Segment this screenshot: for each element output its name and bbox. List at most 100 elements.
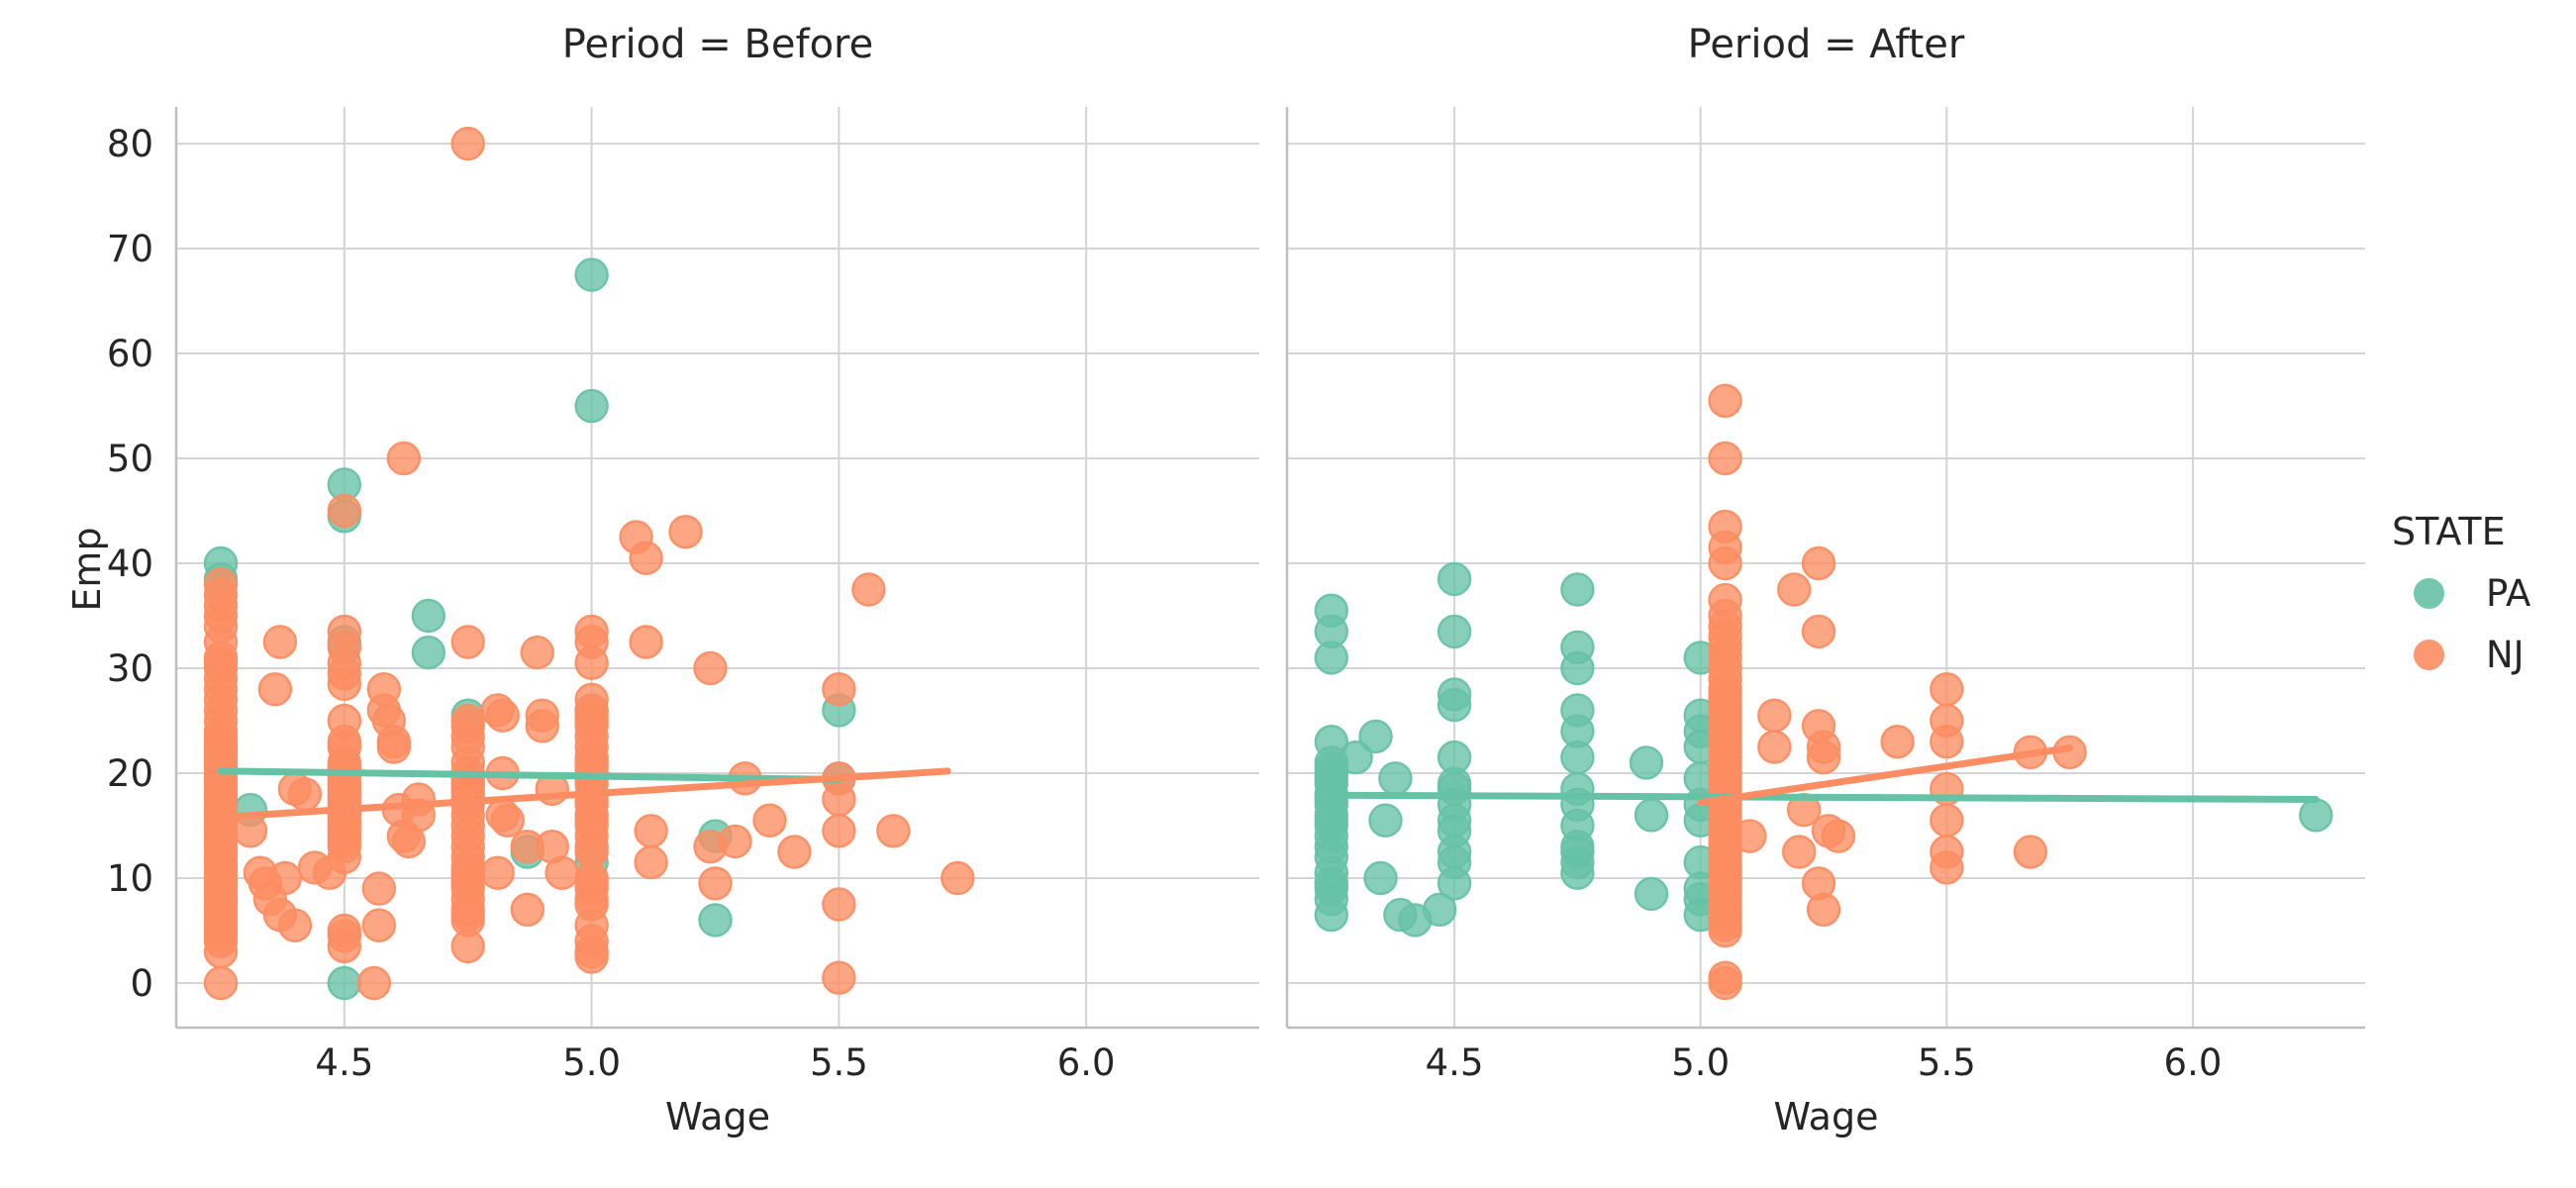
- data-point-pa: [698, 903, 733, 938]
- legend-item-label: PA: [2486, 571, 2531, 615]
- data-point-nj: [545, 855, 579, 890]
- data-point-pa: [1368, 803, 1403, 838]
- data-point-nj: [386, 441, 421, 476]
- data-point-pa: [1314, 725, 1349, 759]
- data-point-nj: [361, 908, 396, 942]
- data-point-nj: [693, 650, 728, 686]
- data-point-nj: [1776, 572, 1812, 607]
- data-point-pa: [2299, 798, 2333, 833]
- data-point-nj: [941, 860, 975, 896]
- data-point-nj: [450, 703, 485, 739]
- facet-title-after: Period = After: [1687, 22, 1965, 67]
- data-point-nj: [480, 855, 515, 890]
- x-axis-label-after: Wage: [1773, 1095, 1879, 1138]
- data-point-nj: [312, 855, 347, 890]
- data-point-pa: [1422, 892, 1457, 927]
- data-point-nj: [634, 844, 668, 880]
- data-point-pa: [1363, 860, 1398, 896]
- data-point-nj: [450, 126, 485, 161]
- data-point-nj: [1708, 441, 1742, 476]
- data-point-nj: [1757, 730, 1792, 764]
- regression-line-nj: [217, 767, 951, 822]
- data-point-nj: [327, 614, 361, 649]
- data-point-pa: [574, 388, 609, 424]
- data-point-nj: [203, 965, 239, 1001]
- x-axis-label-before: Wage: [665, 1095, 770, 1138]
- legend-title: STATE: [2392, 510, 2506, 553]
- data-point-nj: [203, 567, 239, 602]
- data-point-nj: [510, 892, 545, 927]
- data-point-nj: [1806, 892, 1841, 927]
- data-point-nj: [851, 572, 886, 607]
- y-tick-label: 20: [107, 752, 153, 795]
- data-point-pa: [1629, 745, 1664, 780]
- y-tick-label: 0: [130, 962, 153, 1005]
- data-point-pa: [1634, 876, 1669, 912]
- data-point-nj: [233, 814, 268, 848]
- data-point-nj: [668, 515, 703, 549]
- data-point-pa: [1338, 740, 1373, 775]
- y-tick-label: 40: [107, 543, 153, 585]
- pa-marker-icon: [2414, 577, 2444, 609]
- data-point-nj: [450, 625, 485, 659]
- data-point-nj: [574, 682, 609, 717]
- data-point-nj: [287, 777, 323, 812]
- data-point-pa: [1560, 693, 1595, 728]
- x-tick-label: 5.5: [1918, 1041, 1976, 1084]
- y-tick-label: 70: [107, 228, 153, 270]
- data-point-nj: [356, 965, 391, 1001]
- data-point-nj: [327, 493, 361, 529]
- data-point-nj: [574, 614, 609, 649]
- data-point-nj: [1821, 819, 1856, 853]
- data-point-nj: [752, 803, 787, 838]
- y-tick-label: 30: [107, 647, 153, 690]
- data-point-nj: [490, 803, 525, 838]
- data-point-nj: [629, 541, 663, 575]
- x-tick-label: 4.5: [1426, 1041, 1484, 1084]
- data-point-nj: [822, 887, 856, 922]
- data-point-nj: [1757, 698, 1792, 733]
- data-point-pa: [327, 965, 361, 1001]
- x-tick-label: 5.0: [1671, 1041, 1730, 1084]
- facet-title-before: Period = Before: [561, 22, 874, 67]
- data-point-nj: [634, 814, 668, 848]
- x-tick-label: 5.0: [562, 1041, 621, 1084]
- data-point-nj: [876, 814, 911, 848]
- data-point-nj: [822, 782, 856, 817]
- data-point-nj: [822, 960, 856, 995]
- data-point-nj: [361, 871, 396, 906]
- data-point-pa: [1560, 771, 1595, 807]
- data-point-nj: [257, 672, 293, 707]
- nj-marker-icon: [2414, 639, 2444, 670]
- data-point-nj: [262, 625, 298, 659]
- data-point-nj: [1708, 960, 1742, 995]
- x-tick-label: 5.5: [810, 1041, 868, 1084]
- data-point-pa: [1314, 593, 1349, 628]
- data-point-pa: [1437, 677, 1472, 712]
- data-point-nj: [718, 824, 752, 859]
- data-point-pa: [1437, 614, 1472, 649]
- data-point-pa: [1378, 761, 1413, 796]
- y-tick-label: 50: [107, 438, 153, 480]
- data-point-nj: [376, 730, 411, 764]
- data-point-pa: [1437, 561, 1472, 597]
- data-point-pa: [411, 635, 446, 670]
- data-point-nj: [277, 908, 313, 942]
- data-point-nj: [1930, 672, 1964, 707]
- data-point-nj: [1930, 803, 1964, 838]
- data-point-nj: [698, 866, 733, 901]
- legend: STATE PA NJ: [2392, 509, 2576, 685]
- regression-line-nj: [1697, 744, 2074, 807]
- x-tick-label: 6.0: [2164, 1041, 2223, 1084]
- data-point-nj: [1806, 740, 1841, 775]
- data-point-nj: [1801, 614, 1836, 649]
- data-point-nj: [1708, 582, 1742, 618]
- x-tick-label: 4.5: [315, 1041, 373, 1084]
- data-point-nj: [267, 860, 303, 896]
- data-point-nj: [1708, 383, 1742, 418]
- y-axis-label: Emp: [65, 527, 109, 612]
- data-point-nj: [1930, 835, 1964, 869]
- legend-item-label: NJ: [2486, 633, 2525, 676]
